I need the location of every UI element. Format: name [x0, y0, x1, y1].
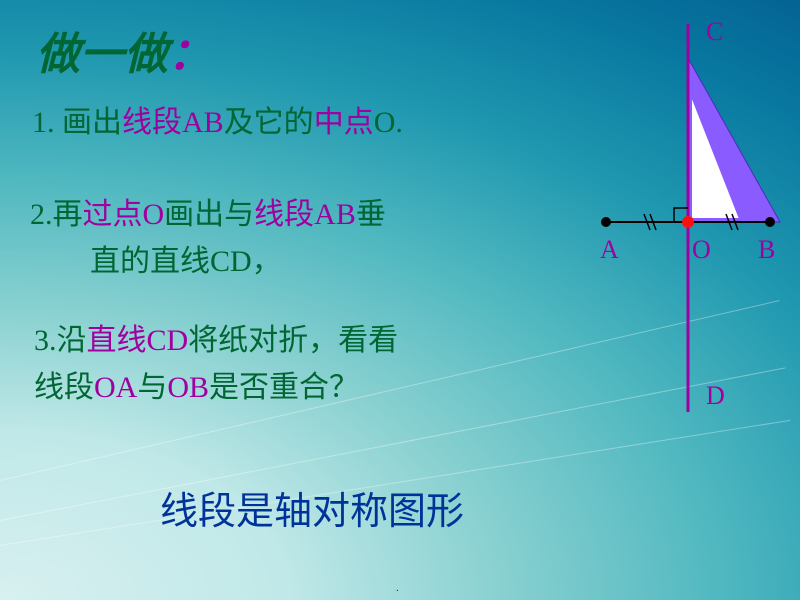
- step-3: 3.沿直线CD将纸对折，看看线段OA与OB是否重合？: [34, 318, 398, 411]
- heading: 做一做：: [36, 18, 212, 82]
- svg-text:C: C: [706, 17, 723, 46]
- svg-text:B: B: [758, 235, 775, 264]
- summary-text: 线段是轴对称图形: [160, 480, 464, 535]
- footnote: .: [396, 582, 399, 594]
- step-2: 2.再过点O画出与线段AB垂直的直线CD，: [30, 192, 386, 285]
- svg-text:O: O: [692, 235, 711, 264]
- svg-text:D: D: [706, 381, 725, 410]
- geometry-diagram: C D A O B: [510, 0, 800, 430]
- diagram-svg: C D A O B: [510, 0, 800, 430]
- step-1: 1. 画出线段AB及它的中点O.: [32, 100, 403, 147]
- svg-text:A: A: [600, 235, 619, 264]
